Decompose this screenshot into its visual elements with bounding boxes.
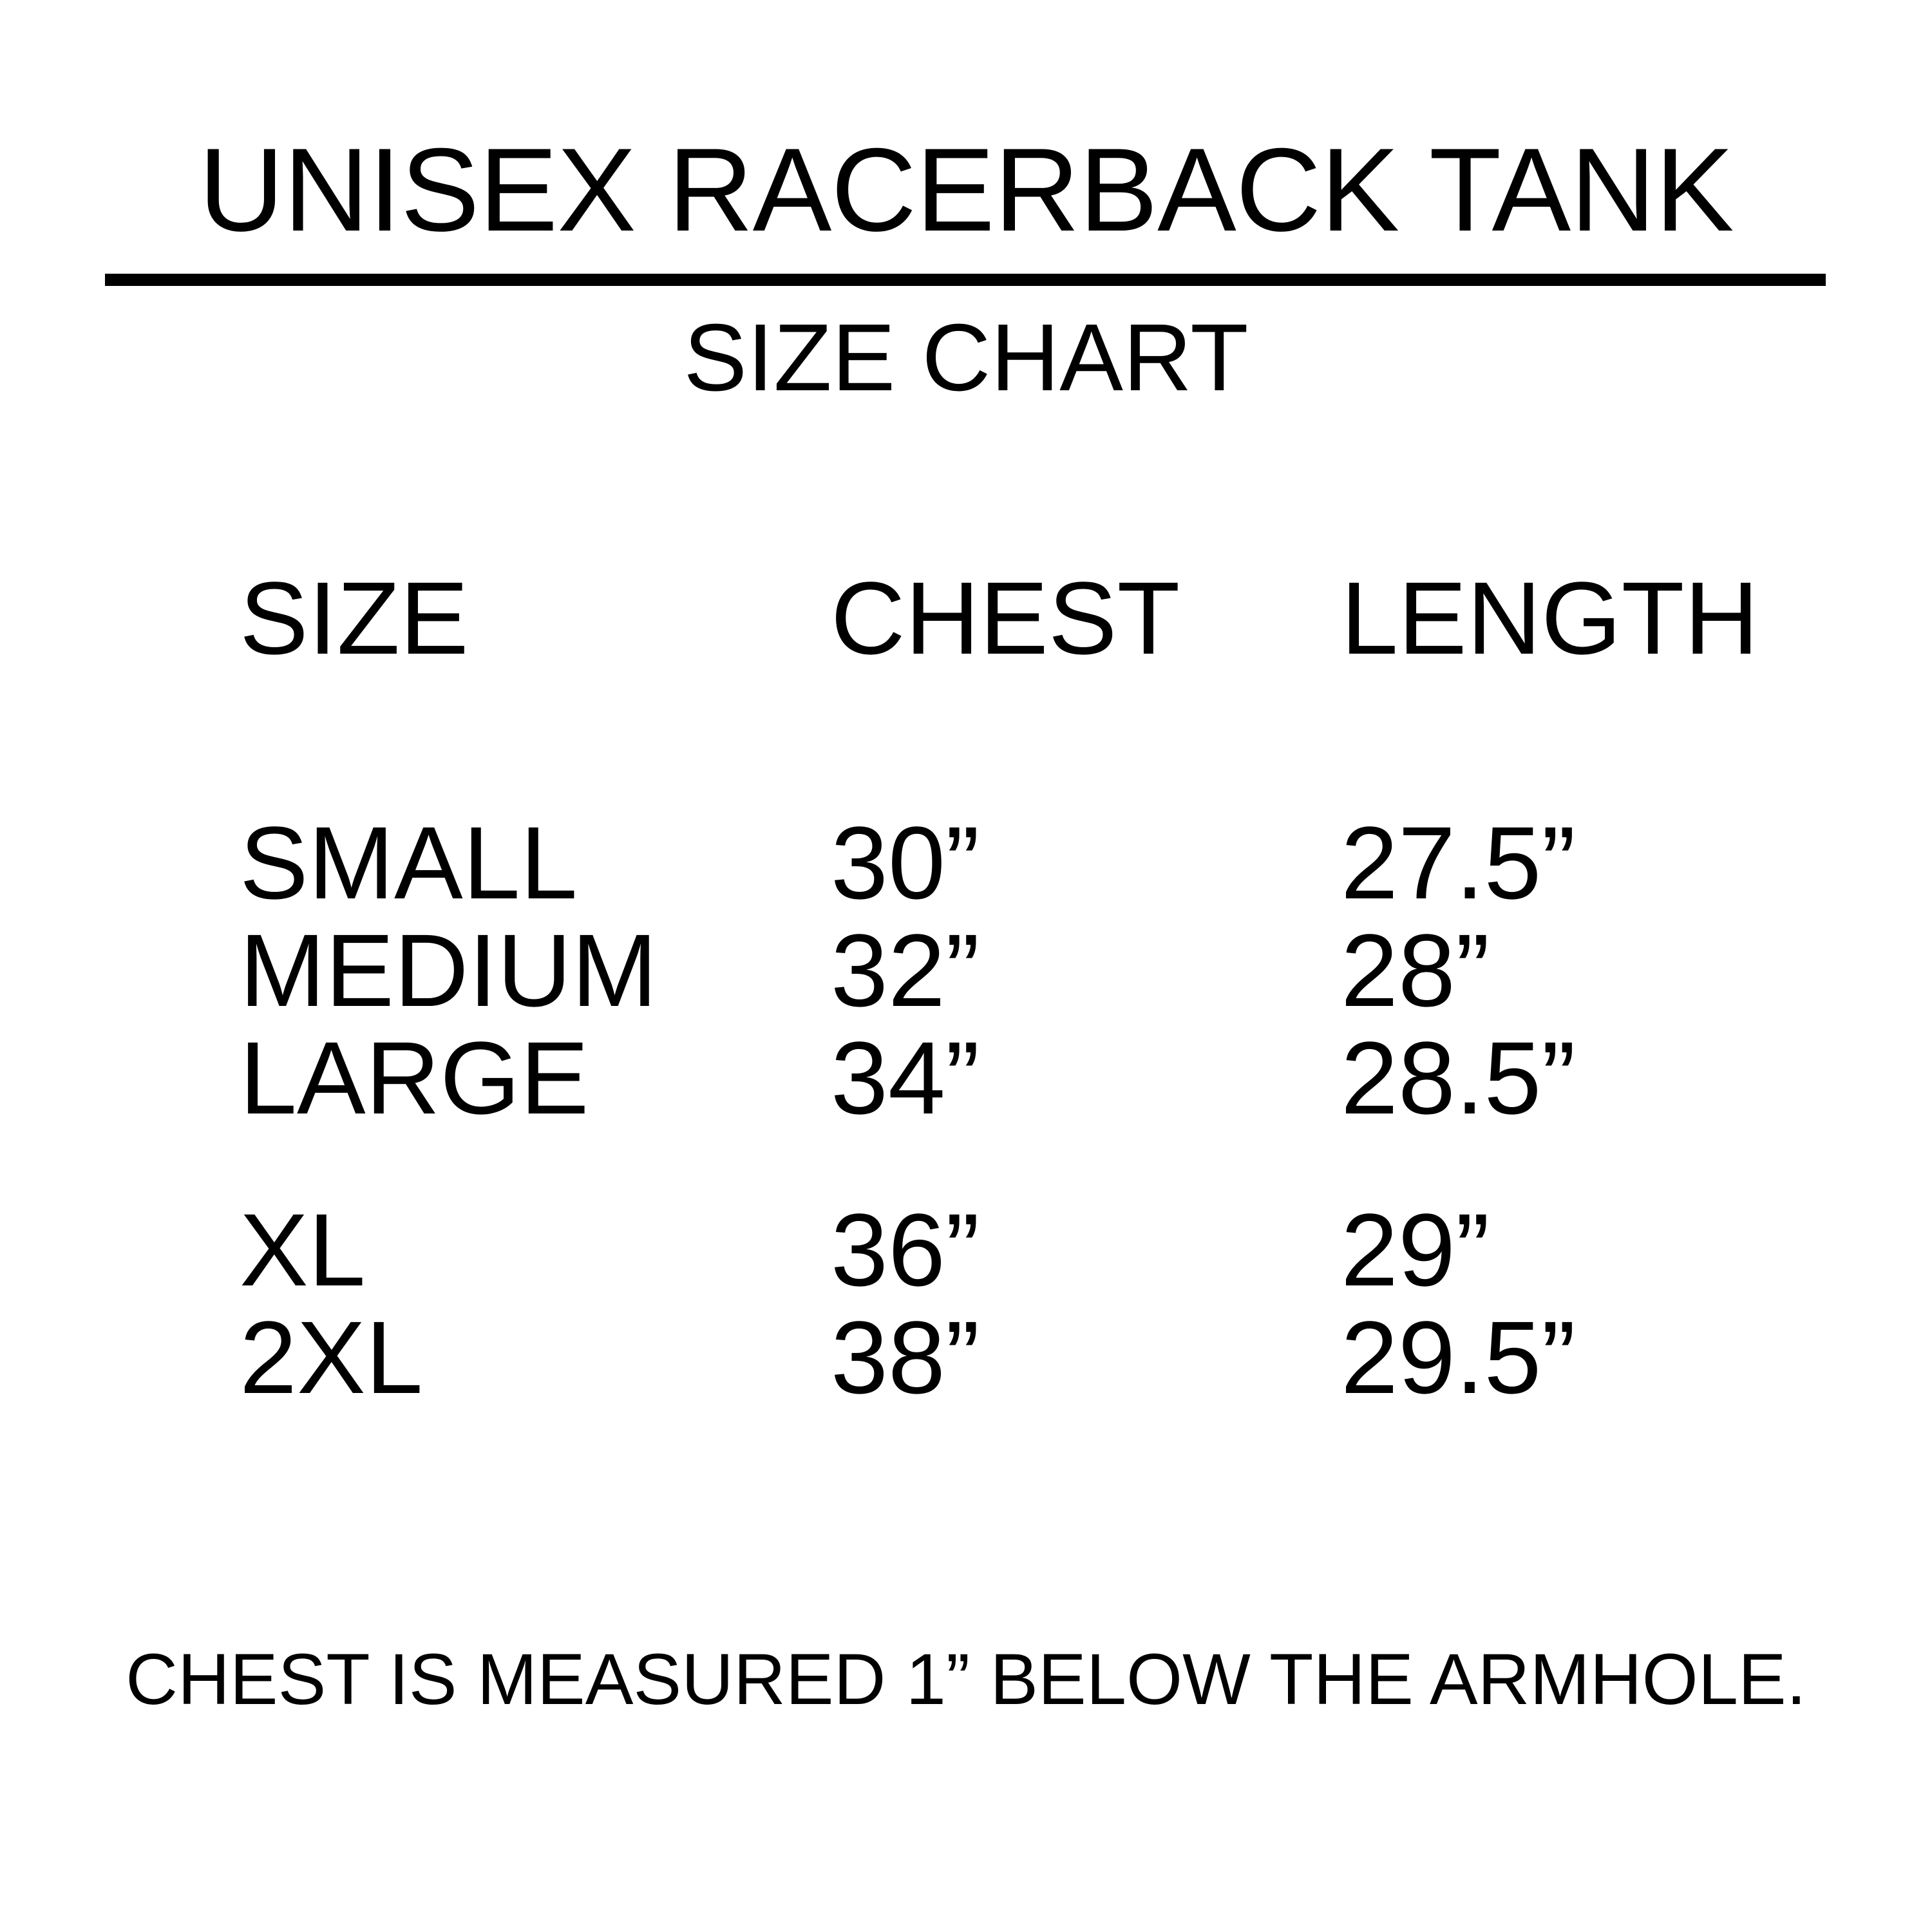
row-length-2xl: 29.5” (1341, 1300, 1576, 1415)
table-row: 2XL 38” 29.5” (0, 1306, 1932, 1416)
table-header-row: SIZE CHEST LENGTH (0, 567, 1932, 676)
row-size-large: LARGE (240, 1020, 589, 1135)
row-length-xl: 29” (1341, 1192, 1490, 1307)
table-row: XL 36” 29” (0, 1198, 1932, 1308)
row-chest-small: 30” (831, 805, 980, 920)
row-chest-xl: 36” (831, 1192, 980, 1307)
row-length-medium: 28” (1341, 913, 1490, 1028)
measurement-note: CHEST IS MEASURED 1” BELOW THE ARMHOLE. (126, 1639, 1806, 1719)
title-underline-rule (105, 274, 1826, 286)
row-size-small: SMALL (240, 805, 578, 920)
row-chest-medium: 32” (831, 913, 980, 1028)
row-length-small: 27.5” (1341, 805, 1576, 920)
row-size-xl: XL (240, 1192, 366, 1307)
row-chest-2xl: 38” (831, 1300, 980, 1415)
column-header-chest: CHEST (831, 560, 1180, 676)
row-size-medium: MEDIUM (240, 913, 658, 1028)
row-size-2xl: 2XL (240, 1300, 423, 1415)
column-header-length: LENGTH (1341, 560, 1759, 676)
table-row: MEDIUM 32” 28” (0, 919, 1932, 1028)
row-chest-large: 34” (831, 1020, 980, 1135)
page-title: UNISEX RACERBACK TANK (198, 124, 1734, 256)
title-block: UNISEX RACERBACK TANK (0, 124, 1932, 256)
row-length-large: 28.5” (1341, 1020, 1576, 1135)
column-header-size: SIZE (240, 560, 469, 676)
page-subtitle: SIZE CHART (683, 305, 1249, 411)
table-row: LARGE 34” 28.5” (0, 1027, 1932, 1136)
table-row: SMALL 30” 27.5” (0, 811, 1932, 921)
